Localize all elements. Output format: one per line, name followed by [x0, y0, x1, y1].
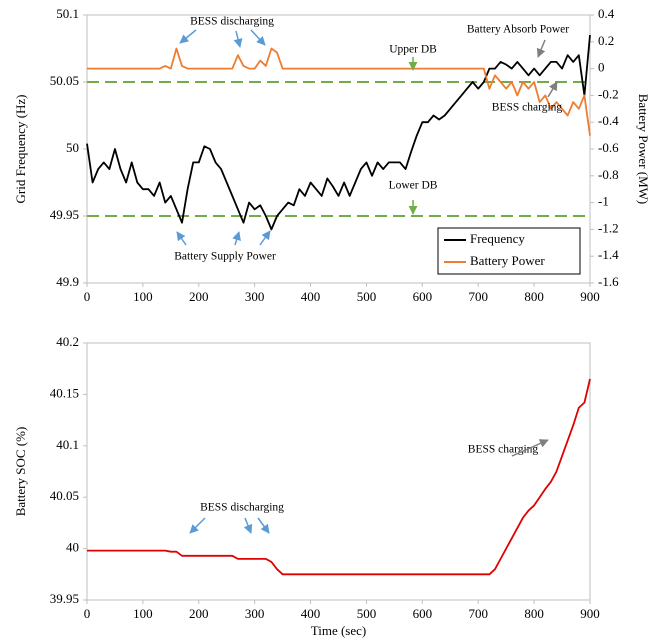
y-tick-label: 40 [66, 540, 79, 555]
annotation-arrow [232, 231, 241, 246]
annotation: Battery Absorb Power [467, 24, 569, 36]
x-axis-label: Time (sec) [311, 623, 367, 638]
annotation: Battery Supply Power [174, 251, 276, 263]
x-tick-label: 0 [84, 289, 91, 304]
x-tick-label: 500 [357, 606, 377, 621]
annotation: BESS discharging [200, 502, 284, 514]
y-tick-label: 50 [66, 140, 79, 155]
series-line [87, 378, 591, 576]
x-tick-label: 800 [524, 289, 544, 304]
y-tick-label: 40.2 [56, 334, 79, 349]
y2-axis-label: Battery Power (MW) [636, 94, 651, 204]
x-tick-label: 900 [580, 606, 600, 621]
legend-box [437, 227, 581, 275]
x-tick-label: 400 [301, 606, 321, 621]
y-tick-label: 40.1 [56, 437, 79, 452]
x-tick-label: 200 [189, 289, 209, 304]
y2-tick-label: 0 [598, 60, 605, 75]
y2-tick-label: -0.2 [598, 86, 619, 101]
annotation: BESS charging [492, 102, 563, 114]
annotation-arrow [511, 439, 549, 457]
x-tick-label: 300 [245, 289, 265, 304]
annotation-arrow [257, 517, 270, 534]
series-line [87, 47, 591, 136]
reference-label: Upper DB [389, 44, 437, 56]
y-tick-label: 50.1 [56, 6, 79, 21]
x-tick-label: 300 [245, 606, 265, 621]
y-tick-label: 40.05 [50, 488, 79, 503]
y2-tick-label: -0.4 [598, 113, 619, 128]
annotation-arrow [536, 39, 546, 58]
x-tick-label: 600 [413, 289, 433, 304]
x-tick-label: 400 [301, 289, 321, 304]
y-tick-label: 40.15 [50, 385, 79, 400]
annotation-arrow [179, 29, 197, 44]
x-tick-label: 100 [133, 606, 153, 621]
legend-label: Battery Power [470, 253, 545, 268]
y2-tick-label: -1.2 [598, 220, 619, 235]
y2-tick-label: -0.6 [598, 140, 619, 155]
y2-tick-label: -1.6 [598, 274, 619, 289]
plot-frame [86, 342, 591, 601]
x-tick-label: 0 [84, 606, 91, 621]
x-tick-label: 700 [468, 606, 488, 621]
x-tick-label: 700 [468, 289, 488, 304]
x-tick-label: 600 [413, 606, 433, 621]
y2-tick-label: 0.2 [598, 33, 614, 48]
y-tick-label: 49.95 [50, 207, 79, 222]
y-tick-label: 49.9 [56, 274, 79, 289]
y2-tick-label: 0.4 [598, 6, 615, 21]
y-tick-label: 50.05 [50, 73, 79, 88]
y2-tick-label: -0.8 [598, 167, 619, 182]
legend-label: Frequency [470, 231, 525, 246]
x-tick-label: 500 [357, 289, 377, 304]
x-tick-label: 800 [524, 606, 544, 621]
annotation-arrow [259, 230, 271, 246]
x-tick-label: 100 [133, 289, 153, 304]
series-line [86, 35, 591, 231]
y2-tick-label: -1.4 [598, 247, 619, 262]
x-tick-label: 200 [189, 606, 209, 621]
annotation-arrow [547, 81, 558, 98]
y-axis-label: Battery SOC (%) [13, 427, 28, 517]
annotation-arrow [233, 30, 243, 48]
annotation-arrow [189, 517, 206, 534]
y-axis-label: Grid Frequency (Hz) [13, 94, 28, 203]
annotation-arrow [176, 231, 187, 246]
reference-label: Lower DB [389, 180, 438, 192]
y-tick-label: 39.95 [50, 591, 79, 606]
annotation-arrow [243, 517, 253, 534]
annotation-arrow [250, 29, 266, 46]
legend: Frequency Battery Power [437, 227, 581, 275]
annotation: BESS discharging [190, 16, 274, 28]
x-tick-label: 900 [580, 289, 600, 304]
y2-tick-label: -1 [598, 194, 609, 209]
